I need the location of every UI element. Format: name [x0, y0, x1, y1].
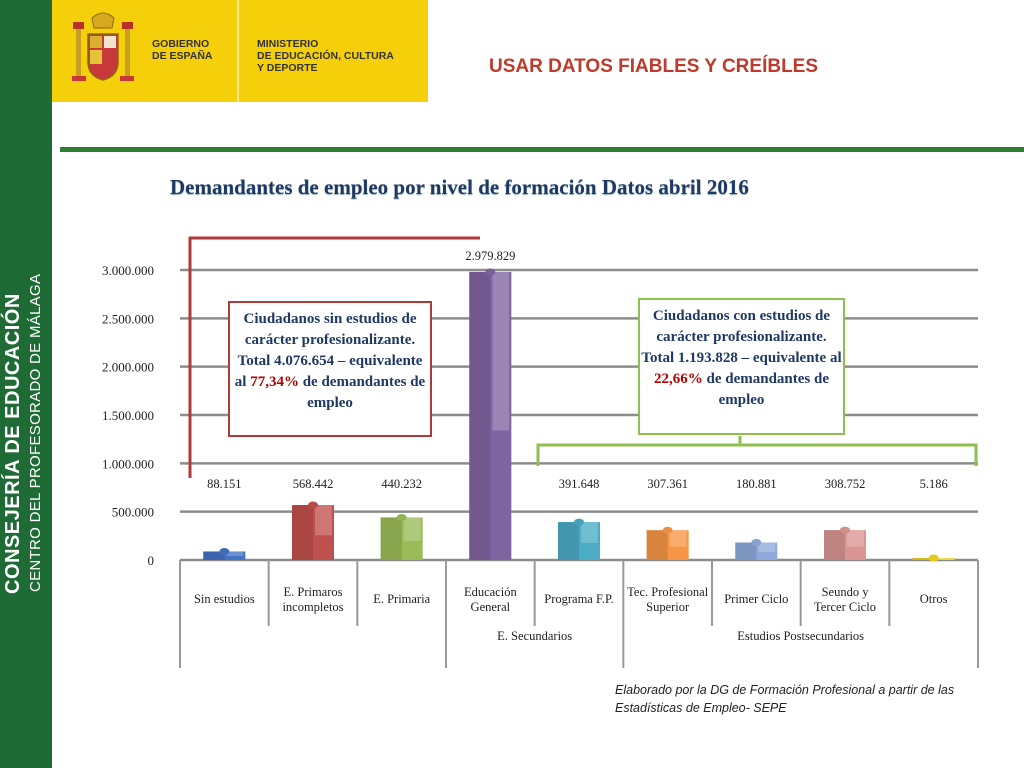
data-label: 88.151 [207, 477, 241, 491]
banner-divider [237, 0, 239, 102]
y-tick-label: 500.000 [112, 505, 154, 520]
divider-rule [60, 147, 1024, 152]
coat-of-arms-logo [72, 12, 134, 81]
x-tick-label: Programa F.P. [544, 592, 614, 606]
bar [735, 539, 778, 560]
callout-right-percent: 22,66% [653, 371, 703, 387]
source-note: Elaborado por la DG de Formación Profesi… [615, 683, 955, 715]
bar [824, 526, 866, 560]
x-tick-label: E. Primaria [373, 592, 430, 606]
gobierno-text: GOBIERNO DE ESPAÑA [152, 38, 213, 62]
data-label: 391.648 [559, 477, 600, 491]
data-label: 440.232 [381, 477, 422, 491]
group-label: Estudios Postsecundarios [737, 629, 864, 643]
data-label: 180.881 [736, 477, 777, 491]
bar [380, 513, 423, 560]
bar [912, 554, 955, 562]
callout-professional-studies: Ciudadanos con estudios de carácter prof… [638, 298, 845, 435]
x-tick-label: Primer Ciclo [724, 592, 788, 606]
bar [292, 501, 334, 560]
bar [469, 268, 512, 560]
group-label: E. Secundarios [497, 629, 572, 643]
y-tick-label: 3.000.000 [102, 263, 154, 278]
x-tick-label: Tec. Profesional [627, 585, 709, 599]
bar [646, 526, 689, 560]
bracket-professional [536, 443, 978, 466]
slide-title: USAR DATOS FIABLES Y CREÍBLES [489, 56, 819, 77]
callout-no-professional-studies: Ciudadanos sin estudios de carácter prof… [228, 301, 432, 437]
x-tick-label: Seundo y [822, 585, 870, 599]
x-tick-label: Tercer Ciclo [814, 600, 876, 614]
data-label: 568.442 [293, 477, 334, 491]
bracket-no-professional [188, 236, 480, 478]
ministry-text: MINISTERIO DE EDUCACIÓN, CULTURA Y DEPOR… [257, 38, 394, 74]
data-label: 308.752 [825, 477, 866, 491]
x-tick-label: incompletos [282, 600, 343, 614]
y-tick-label: 0 [148, 553, 155, 568]
data-label: 5.186 [920, 477, 948, 491]
data-label: 2.979.829 [465, 249, 515, 263]
y-tick-label: 2.500.000 [102, 311, 154, 326]
y-tick-label: 1.000.000 [102, 456, 154, 471]
y-tick-label: 2.000.000 [102, 360, 154, 375]
callout-left-percent: 77,34% [250, 374, 299, 390]
x-tick-label: Sin estudios [194, 592, 255, 606]
government-banner: GOBIERNO DE ESPAÑA MINISTERIO DE EDUCACI… [52, 0, 428, 102]
y-tick-label: 1.500.000 [102, 408, 154, 423]
x-tick-label: Otros [920, 592, 948, 606]
x-tick-label: Superior [646, 600, 690, 614]
data-label: 307.361 [647, 477, 688, 491]
x-tick-label: General [471, 600, 511, 614]
chart-title: Demandantes de empleo por nivel de forma… [170, 175, 749, 199]
x-tick-label: Educación [464, 585, 518, 599]
bar [203, 547, 246, 560]
sidebar-banner: CONSEJERÍA DE EDUCACIÓN CENTRO DEL PROFE… [0, 0, 52, 768]
x-tick-label: E. Primaros [283, 585, 342, 599]
bar [558, 518, 600, 560]
